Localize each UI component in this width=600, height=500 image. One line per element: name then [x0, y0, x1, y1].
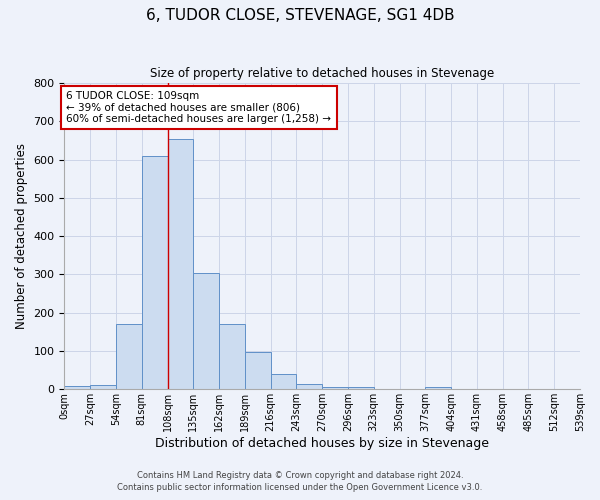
X-axis label: Distribution of detached houses by size in Stevenage: Distribution of detached houses by size …: [155, 437, 489, 450]
Title: Size of property relative to detached houses in Stevenage: Size of property relative to detached ho…: [150, 68, 494, 80]
Bar: [193, 272, 219, 390]
Bar: [425, 388, 451, 390]
Y-axis label: Number of detached properties: Number of detached properties: [15, 143, 28, 329]
Text: 6 TUDOR CLOSE: 109sqm
← 39% of detached houses are smaller (806)
60% of semi-det: 6 TUDOR CLOSE: 109sqm ← 39% of detached …: [67, 90, 331, 124]
Bar: [90, 384, 116, 390]
Bar: [322, 388, 348, 390]
Bar: [142, 156, 167, 390]
Bar: [271, 374, 296, 390]
Bar: [64, 386, 90, 390]
Text: 6, TUDOR CLOSE, STEVENAGE, SG1 4DB: 6, TUDOR CLOSE, STEVENAGE, SG1 4DB: [146, 8, 454, 22]
Bar: [167, 138, 193, 390]
Bar: [116, 324, 142, 390]
Bar: [348, 388, 374, 390]
Bar: [296, 384, 322, 390]
Text: Contains HM Land Registry data © Crown copyright and database right 2024.
Contai: Contains HM Land Registry data © Crown c…: [118, 471, 482, 492]
Bar: [219, 324, 245, 390]
Bar: [245, 352, 271, 390]
